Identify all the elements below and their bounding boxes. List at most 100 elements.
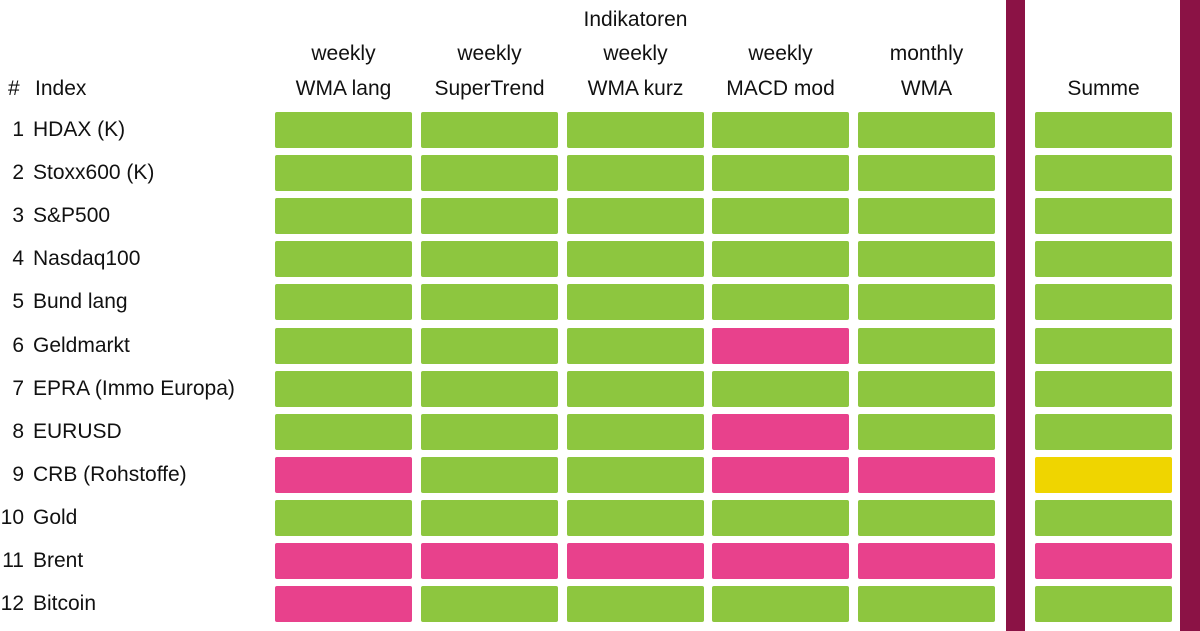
summe-right-separator-bar: [1180, 0, 1200, 631]
row-number: 5: [12, 290, 24, 313]
row-label: S&P500: [33, 204, 111, 227]
indicator-cell: [858, 328, 995, 364]
summe-cell: [1035, 543, 1172, 579]
indicator-cell: [712, 198, 849, 234]
col-header-name-1: WMA lang: [295, 77, 392, 100]
row-label: Brent: [33, 549, 84, 572]
indicator-cell: [421, 500, 558, 536]
indicator-cell: [567, 414, 704, 450]
indicator-cell: [567, 155, 704, 191]
summe-cell: [1035, 586, 1172, 622]
row-number: 10: [0, 506, 24, 529]
indicator-cell: [275, 112, 412, 148]
row-number: 12: [0, 592, 24, 615]
indicator-cell: [421, 414, 558, 450]
col-header-name-3: WMA kurz: [587, 77, 684, 100]
row-number: 6: [12, 334, 24, 357]
indicator-cell: [275, 284, 412, 320]
indicator-cell: [567, 328, 704, 364]
indicator-cell: [858, 198, 995, 234]
col-header-period-3: weekly: [603, 42, 668, 65]
indicator-cell: [421, 586, 558, 622]
indicator-cell: [567, 500, 704, 536]
row-label: EURUSD: [33, 420, 122, 443]
summe-cell: [1035, 241, 1172, 277]
indicator-cell: [275, 543, 412, 579]
indicator-cell: [858, 500, 995, 536]
indicator-cell: [858, 241, 995, 277]
row-label: Bitcoin: [33, 592, 97, 615]
row-label: EPRA (Immo Europa): [33, 377, 235, 400]
index-header-label: Index: [35, 77, 87, 100]
row-number: 7: [12, 377, 24, 400]
indicator-cell: [275, 414, 412, 450]
indicator-cell: [712, 457, 849, 493]
indicator-cell: [275, 586, 412, 622]
indicator-cell: [567, 371, 704, 407]
indicator-cell: [858, 586, 995, 622]
indicator-cell: [421, 457, 558, 493]
indicator-cell: [567, 112, 704, 148]
col-header-period-4: weekly: [748, 42, 813, 65]
indicator-cell: [712, 371, 849, 407]
summe-cell: [1035, 284, 1172, 320]
col-header-name-2: SuperTrend: [434, 77, 545, 100]
indicator-cell: [567, 198, 704, 234]
summe-cell: [1035, 457, 1172, 493]
row-label: Geldmarkt: [33, 334, 130, 357]
indicator-cell: [275, 241, 412, 277]
indicator-cell: [275, 500, 412, 536]
row-label: CRB (Rohstoffe): [33, 463, 187, 486]
row-label: Nasdaq100: [33, 247, 141, 270]
indicator-cell: [421, 155, 558, 191]
indicator-cell: [421, 284, 558, 320]
indicator-cell: [275, 371, 412, 407]
indicator-cell: [712, 543, 849, 579]
indicator-cell: [567, 284, 704, 320]
indicator-cell: [275, 155, 412, 191]
indicator-cell: [712, 586, 849, 622]
summe-column-header: Summe: [1067, 77, 1140, 100]
row-number: 2: [12, 161, 24, 184]
indicator-cell: [275, 457, 412, 493]
indicator-cell: [567, 457, 704, 493]
summe-cell: [1035, 500, 1172, 536]
summe-cell: [1035, 155, 1172, 191]
indicator-cell: [712, 112, 849, 148]
indicator-cell: [712, 241, 849, 277]
indicator-cell: [712, 328, 849, 364]
col-header-name-5: WMA: [900, 77, 953, 100]
indicator-cell: [858, 371, 995, 407]
indicator-cell: [858, 457, 995, 493]
row-label: Bund lang: [33, 290, 128, 313]
col-header-period-1: weekly: [311, 42, 376, 65]
table-title: Indikatoren: [583, 8, 688, 31]
index-header-hash-label: #: [8, 77, 20, 100]
summe-left-separator-bar: [1006, 0, 1025, 631]
indicator-cell: [858, 112, 995, 148]
indicator-cell: [567, 543, 704, 579]
indicator-cell: [567, 586, 704, 622]
indicator-cell: [421, 198, 558, 234]
indicator-cell: [858, 543, 995, 579]
indicator-cell: [712, 284, 849, 320]
indicator-cell: [421, 328, 558, 364]
indicator-cell: [712, 414, 849, 450]
indicator-cell: [421, 371, 558, 407]
col-header-period-2: weekly: [457, 42, 522, 65]
indicator-cell: [421, 241, 558, 277]
col-header-period-5: monthly: [889, 42, 964, 65]
summe-cell: [1035, 371, 1172, 407]
summe-cell: [1035, 328, 1172, 364]
row-number: 4: [12, 247, 24, 270]
row-number: 1: [12, 118, 24, 141]
indicator-cell: [712, 155, 849, 191]
indicator-cell: [275, 198, 412, 234]
col-header-name-4: MACD mod: [726, 77, 835, 100]
summe-cell: [1035, 112, 1172, 148]
row-number: 3: [12, 204, 24, 227]
row-label: HDAX (K): [33, 118, 126, 141]
summe-cell: [1035, 198, 1172, 234]
indicator-cell: [275, 328, 412, 364]
